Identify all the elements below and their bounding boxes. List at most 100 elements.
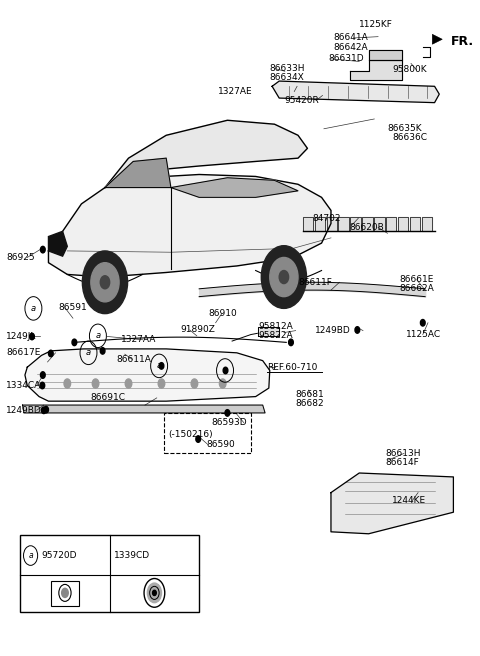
Text: 86633H: 86633H bbox=[270, 64, 305, 73]
Circle shape bbox=[44, 406, 48, 413]
Text: 86614F: 86614F bbox=[385, 458, 419, 467]
Polygon shape bbox=[350, 217, 361, 232]
Polygon shape bbox=[105, 158, 171, 188]
Text: 1125KF: 1125KF bbox=[359, 20, 393, 29]
Text: 95720D: 95720D bbox=[41, 551, 77, 560]
Text: a: a bbox=[222, 366, 228, 375]
Circle shape bbox=[153, 590, 156, 596]
Circle shape bbox=[158, 379, 165, 388]
Text: a: a bbox=[28, 551, 33, 560]
Text: 86631D: 86631D bbox=[329, 54, 364, 64]
Text: 86682: 86682 bbox=[296, 400, 324, 408]
Text: 86691C: 86691C bbox=[91, 394, 126, 402]
Circle shape bbox=[159, 363, 164, 369]
Circle shape bbox=[40, 382, 45, 389]
Circle shape bbox=[91, 262, 119, 302]
Text: 86611F: 86611F bbox=[298, 277, 332, 287]
Circle shape bbox=[100, 348, 105, 354]
Circle shape bbox=[41, 407, 46, 413]
Text: 1339CD: 1339CD bbox=[114, 551, 151, 560]
Text: a: a bbox=[96, 331, 100, 340]
Polygon shape bbox=[374, 217, 384, 232]
Circle shape bbox=[48, 350, 53, 357]
Text: 95800K: 95800K bbox=[392, 66, 427, 75]
Circle shape bbox=[420, 319, 425, 326]
Circle shape bbox=[225, 409, 230, 416]
Text: 86641A: 86641A bbox=[333, 33, 368, 43]
Circle shape bbox=[219, 379, 226, 388]
Circle shape bbox=[83, 251, 128, 314]
Circle shape bbox=[288, 339, 293, 346]
Polygon shape bbox=[105, 120, 307, 188]
Circle shape bbox=[191, 379, 198, 388]
Circle shape bbox=[261, 246, 307, 308]
Polygon shape bbox=[362, 217, 372, 232]
Polygon shape bbox=[48, 174, 331, 277]
Text: 95822A: 95822A bbox=[258, 331, 293, 340]
Text: 1249BD: 1249BD bbox=[314, 326, 350, 335]
Text: 1249JL: 1249JL bbox=[6, 332, 36, 341]
Polygon shape bbox=[386, 217, 396, 232]
Text: 86634X: 86634X bbox=[270, 73, 304, 82]
Bar bbox=[20, 535, 199, 612]
Circle shape bbox=[92, 379, 99, 388]
Polygon shape bbox=[258, 327, 279, 337]
Text: 86636C: 86636C bbox=[392, 133, 427, 142]
Polygon shape bbox=[350, 60, 402, 80]
Text: a: a bbox=[86, 348, 91, 358]
Text: 86591: 86591 bbox=[58, 303, 86, 312]
Text: 86642A: 86642A bbox=[333, 43, 368, 52]
Text: 1125AC: 1125AC bbox=[406, 330, 442, 339]
Text: 95812A: 95812A bbox=[258, 321, 293, 331]
Polygon shape bbox=[331, 473, 454, 534]
Bar bbox=[164, 413, 251, 453]
Text: 86681: 86681 bbox=[296, 390, 324, 399]
Text: FR.: FR. bbox=[451, 35, 474, 49]
Circle shape bbox=[61, 588, 68, 598]
Circle shape bbox=[355, 327, 360, 333]
Text: 86620B: 86620B bbox=[350, 223, 384, 232]
Text: a: a bbox=[31, 304, 36, 313]
Polygon shape bbox=[422, 217, 432, 232]
Polygon shape bbox=[338, 217, 349, 232]
Circle shape bbox=[196, 436, 201, 442]
Circle shape bbox=[270, 257, 298, 297]
Circle shape bbox=[147, 583, 161, 603]
Text: 1327AA: 1327AA bbox=[121, 335, 157, 344]
Circle shape bbox=[125, 379, 132, 388]
Polygon shape bbox=[272, 81, 439, 102]
Text: 1327AE: 1327AE bbox=[218, 87, 252, 96]
Bar bbox=[51, 581, 79, 606]
Text: 86611A: 86611A bbox=[117, 355, 152, 364]
Circle shape bbox=[279, 270, 288, 283]
Text: 86617E: 86617E bbox=[6, 348, 40, 358]
Text: 86661E: 86661E bbox=[399, 275, 433, 284]
Circle shape bbox=[223, 367, 228, 374]
Text: 1244KE: 1244KE bbox=[392, 496, 426, 505]
Polygon shape bbox=[25, 349, 270, 401]
Text: 86925: 86925 bbox=[6, 253, 35, 262]
Text: 86593D: 86593D bbox=[211, 419, 247, 427]
Polygon shape bbox=[48, 232, 67, 256]
Text: 1334CA: 1334CA bbox=[6, 381, 41, 390]
Text: 86590: 86590 bbox=[206, 440, 235, 449]
Polygon shape bbox=[398, 217, 408, 232]
Polygon shape bbox=[23, 405, 265, 413]
Circle shape bbox=[64, 379, 71, 388]
Text: 86662A: 86662A bbox=[399, 284, 434, 293]
Circle shape bbox=[30, 333, 35, 340]
Text: 91890Z: 91890Z bbox=[180, 325, 215, 335]
Text: 86635K: 86635K bbox=[387, 124, 422, 133]
Circle shape bbox=[40, 372, 45, 379]
Text: a: a bbox=[156, 361, 162, 371]
Circle shape bbox=[40, 247, 45, 253]
Circle shape bbox=[72, 339, 77, 346]
Text: 95420R: 95420R bbox=[284, 96, 319, 105]
Text: 86910: 86910 bbox=[208, 309, 237, 318]
Polygon shape bbox=[171, 178, 298, 197]
Polygon shape bbox=[314, 217, 325, 232]
Circle shape bbox=[100, 276, 110, 289]
Text: 1249BD: 1249BD bbox=[6, 406, 42, 415]
Text: 84702: 84702 bbox=[312, 214, 341, 223]
Text: REF.60-710: REF.60-710 bbox=[267, 363, 318, 372]
